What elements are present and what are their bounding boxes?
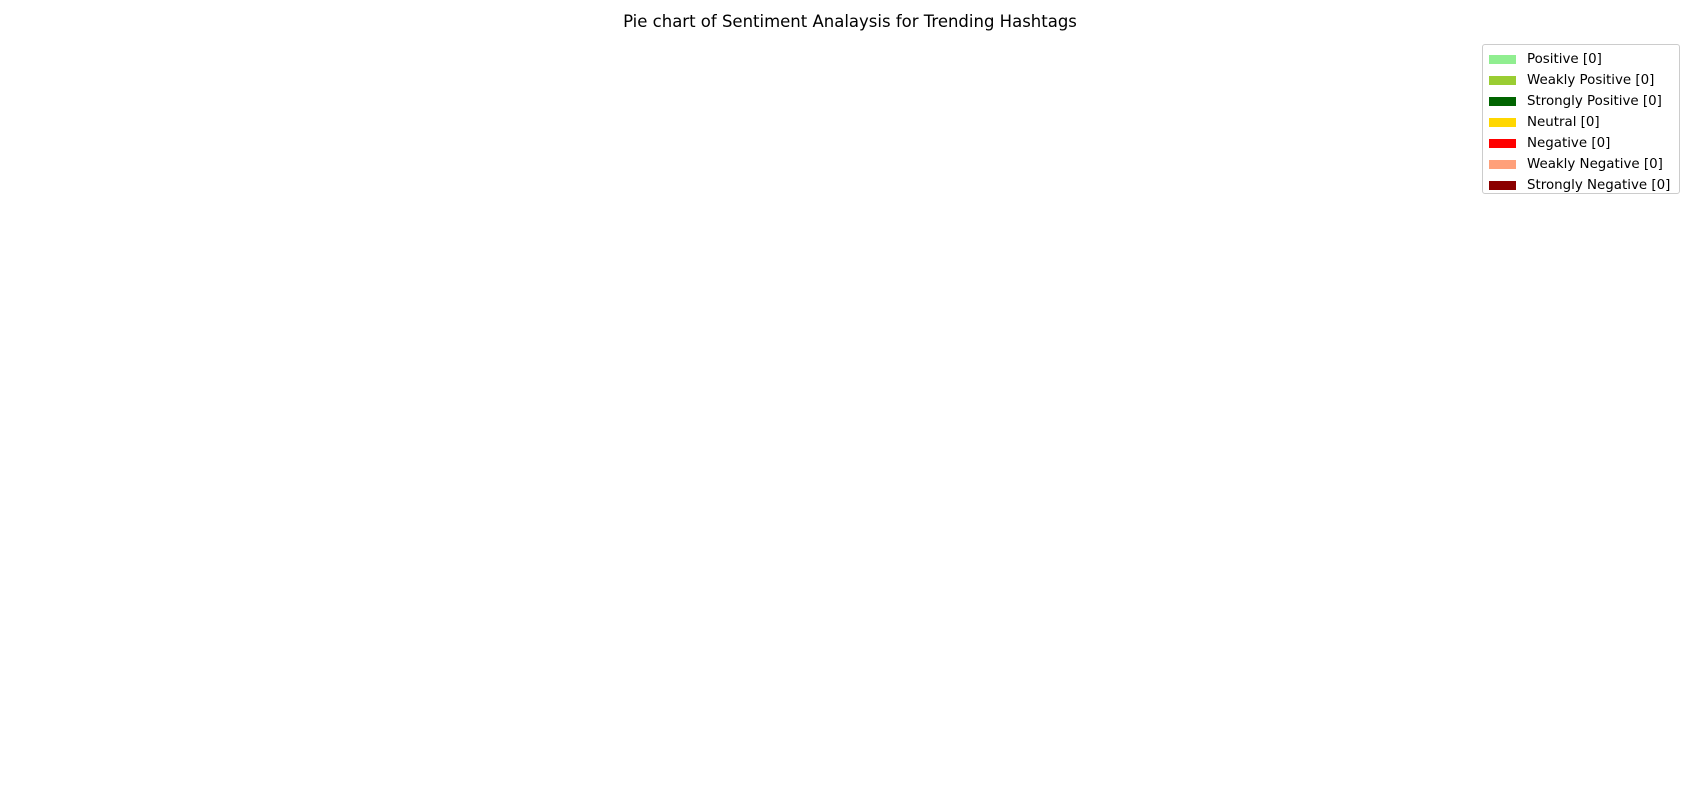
- chart-legend: Positive [0] Weakly Positive [0] Strongly …: [1482, 44, 1680, 194]
- legend-swatch: [1489, 139, 1516, 148]
- legend-swatch: [1489, 118, 1516, 127]
- legend-swatch: [1489, 181, 1516, 190]
- legend-label: Negative [0]: [1527, 136, 1611, 151]
- legend-item: Negative [0]: [1483, 133, 1679, 154]
- legend-label: Neutral [0]: [1527, 115, 1600, 130]
- legend-swatch: [1489, 97, 1516, 106]
- legend-item: Strongly Negative [0]: [1483, 175, 1679, 196]
- legend-label: Weakly Negative [0]: [1527, 157, 1663, 172]
- legend-label: Weakly Positive [0]: [1527, 73, 1655, 88]
- legend-item: Strongly Positive [0]: [1483, 91, 1679, 112]
- legend-swatch: [1489, 76, 1516, 85]
- legend-label: Strongly Negative [0]: [1527, 178, 1671, 193]
- legend-label: Positive [0]: [1527, 52, 1602, 67]
- chart-title: Pie chart of Sentiment Analaysis for Tre…: [623, 12, 1077, 31]
- legend-item: Weakly Negative [0]: [1483, 154, 1679, 175]
- legend-item: Neutral [0]: [1483, 112, 1679, 133]
- legend-swatch: [1489, 160, 1516, 169]
- legend-label: Strongly Positive [0]: [1527, 94, 1662, 109]
- legend-swatch: [1489, 55, 1516, 64]
- pie-plot-area: [20, 40, 1680, 780]
- legend-item: Positive [0]: [1483, 49, 1679, 70]
- legend-item: Weakly Positive [0]: [1483, 70, 1679, 91]
